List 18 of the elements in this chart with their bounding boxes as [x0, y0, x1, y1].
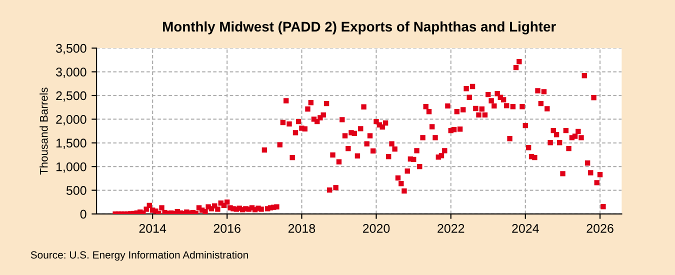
source-note: Source: U.S. Energy Information Administration	[30, 250, 248, 261]
x-tick-label: 2016	[214, 224, 240, 233]
x-tick-label: 2024	[512, 224, 539, 233]
chart-title: Monthly Midwest (PADD 2) Exports of Naphthas and Lighter	[163, 21, 556, 34]
y-tick-label: 0	[80, 210, 86, 219]
x-tick-label: 2022	[438, 224, 464, 233]
y-tick-label: 3,000	[56, 68, 86, 78]
y-tick-label: 1,000	[56, 162, 86, 173]
y-tick-label: 2,000	[56, 114, 86, 126]
y-tick-label: 3,500	[56, 44, 86, 54]
x-tick-label: 2026	[586, 224, 614, 233]
y-tick-label: 1,500	[56, 138, 86, 150]
y-axis-title: Thousand Barrels	[40, 88, 48, 175]
x-tick-label: 2020	[362, 224, 390, 233]
x-tick-label: 2018	[288, 224, 316, 233]
x-tick-label: 2014	[139, 224, 166, 233]
y-tick-label: 500	[66, 186, 86, 195]
y-tick-label: 2,500	[56, 91, 86, 102]
